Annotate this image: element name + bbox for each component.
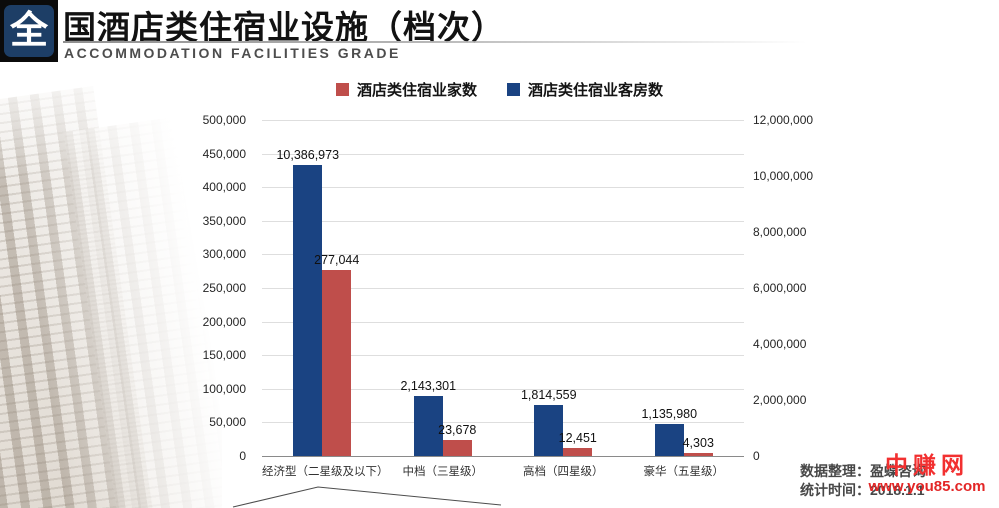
category-label: 高档（四星级） [523, 466, 604, 478]
right-axis-tick: 10,000,000 [753, 169, 814, 183]
right-axis-tick: 2,000,000 [753, 393, 807, 407]
page-subtitle: ACCOMMODATION FACILITIES GRADE [64, 45, 401, 61]
bar-value-label: 1,135,980 [641, 407, 698, 421]
logo-icon: 全 [4, 5, 54, 57]
right-axis-tick: 12,000,000 [753, 113, 814, 127]
plot-area: 10,386,973 277,044 2,143,301 23,678 1,814,55… [262, 120, 744, 457]
bar-room-count [293, 165, 323, 456]
gridline [262, 187, 744, 189]
bar-hotel-count [442, 440, 472, 456]
building-shadow [0, 258, 130, 508]
right-axis-tick: 0 [753, 449, 760, 463]
bar-hotel-count [683, 453, 713, 456]
category-label: 豪华（五星级） [643, 466, 725, 478]
gridline [262, 288, 744, 289]
right-axis-tick: 6,000,000 [753, 281, 807, 295]
watermark: 中赚网 www.you85.com [858, 452, 996, 496]
gridline [262, 422, 744, 424]
bar-value-label: 12,451 [558, 431, 597, 445]
left-axis-tick: 300,000 [202, 247, 246, 262]
right-axis: 12,000,000 10,000,000 8,000,000 6,000,000 4,… [753, 113, 845, 463]
building-tower [0, 85, 166, 508]
left-axis-tick: 100,000 [202, 381, 246, 396]
bar-room-count [413, 396, 443, 456]
category-label: 经济型（二星级及以下） [262, 466, 389, 478]
gridline [262, 321, 744, 323]
bar-value-label: 4,303 [682, 436, 714, 450]
title-underline [63, 41, 838, 43]
right-axis-tick: 8,000,000 [753, 225, 807, 239]
building-photo [0, 56, 222, 508]
gridline [262, 355, 744, 357]
legend-label: 酒店类住宿业家数 [356, 82, 477, 99]
legend-item: 酒店类住宿业家数 [335, 79, 477, 100]
bar-room-count [654, 424, 684, 456]
data-source: 数据整理：盈蝶咨询 统计时间：2018.1.1 [800, 462, 926, 500]
left-axis-tick: 350,000 [202, 213, 246, 228]
bar-hotel-count [322, 270, 352, 456]
left-axis-tick: 250,000 [202, 281, 246, 295]
logo-block: 全 [0, 0, 58, 62]
page-title: 国酒店类住宿业设施（档次） [63, 9, 505, 46]
gridline [262, 388, 744, 390]
watermark-name: 中赚网 [885, 452, 969, 478]
left-axis-tick: 150,000 [202, 348, 246, 363]
bar-value-label: 277,044 [314, 253, 360, 267]
bar-room-count [534, 405, 564, 456]
legend-swatch [507, 83, 520, 96]
category-label: 中档（三星级） [402, 466, 484, 478]
left-axis-tick: 0 [239, 449, 246, 463]
bar-hotel-count [563, 448, 593, 456]
left-axis-tick: 200,000 [202, 314, 246, 329]
left-axis-tick: 400,000 [202, 180, 246, 195]
source-line: 统计时间：2018.1.1 [800, 482, 925, 498]
source-line: 数据整理：盈蝶咨询 [800, 463, 926, 479]
legend-item: 酒店类住宿业客房数 [507, 79, 663, 100]
legend-swatch [335, 83, 349, 96]
left-axis-tick: 500,000 [202, 113, 246, 127]
callout-lines [232, 486, 502, 508]
watermark-url: www.you85.com [868, 478, 986, 495]
bar-value-label: 10,386,973 [276, 148, 340, 162]
legend-label: 酒店类住宿业客房数 [528, 82, 664, 99]
gridline [262, 254, 744, 256]
right-axis-tick: 4,000,000 [753, 337, 807, 351]
gridline [262, 220, 744, 222]
left-axis: 500,000 450,000 400,000 350,000 300,000 250,0… [148, 113, 246, 463]
category-labels: 经济型（二星级及以下） 中档（三星级） 高档（四星级） 豪华（五星级） [262, 463, 744, 481]
gridline [262, 120, 744, 121]
bar-value-label: 23,678 [438, 423, 477, 437]
chart-legend: 酒店类住宿业家数 酒店类住宿业客房数 [0, 79, 999, 100]
bar-value-label: 2,143,301 [400, 379, 457, 393]
left-axis-tick: 450,000 [202, 146, 246, 161]
left-axis-tick: 50,000 [209, 415, 246, 430]
gridline [262, 153, 744, 155]
bar-value-label: 1,814,559 [520, 388, 577, 402]
